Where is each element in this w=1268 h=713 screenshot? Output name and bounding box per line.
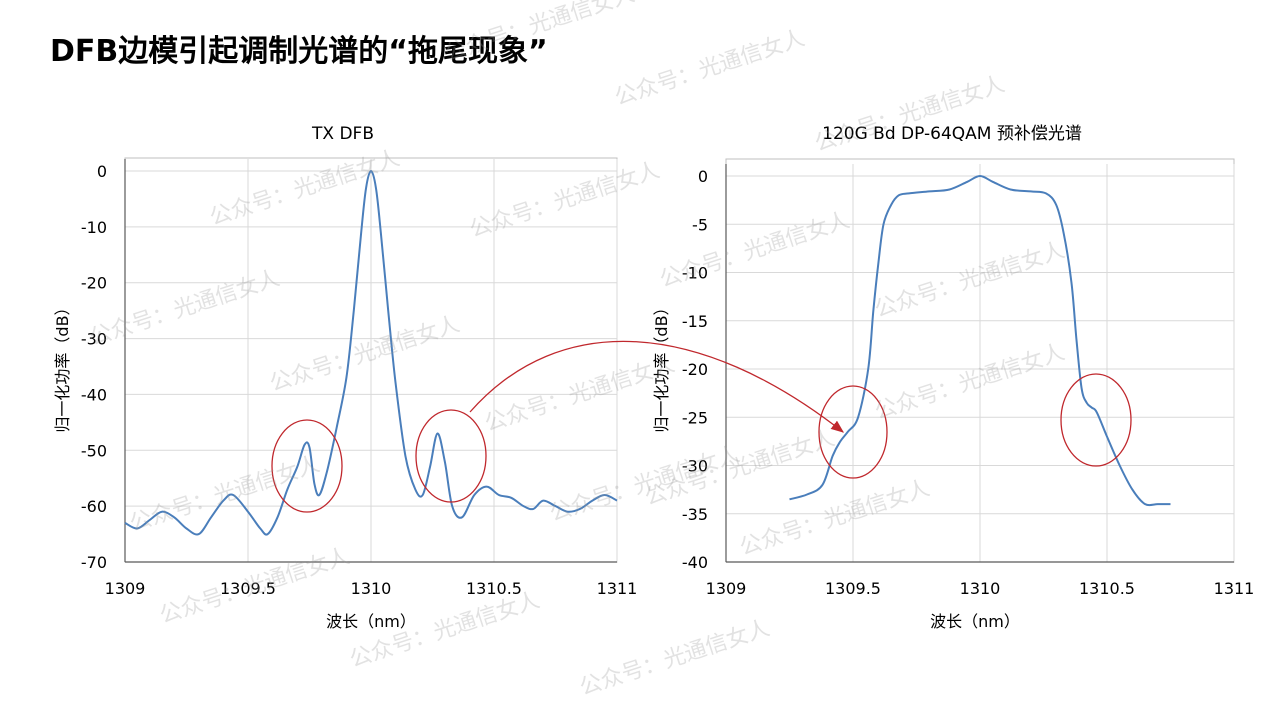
y-axis-label-1: 归一化功率（dB） <box>53 299 72 432</box>
x-tick-label: 1309 <box>105 579 146 598</box>
y-tick-label: 0 <box>698 167 708 186</box>
x-tick-label: 1309 <box>706 579 747 598</box>
chart-title-2: 120G Bd DP-64QAM 预补偿光谱 <box>822 124 1082 144</box>
chart-title-1: TX DFB <box>311 124 374 144</box>
x-tick-labels-2: 1309 1309.5 1310 1310.5 1311 <box>706 579 1255 598</box>
y-tick-label: -60 <box>81 497 107 516</box>
y-tick-label: -10 <box>682 264 708 283</box>
series-line-2 <box>789 174 1171 507</box>
x-tick-label: 1311 <box>597 579 638 598</box>
y-tick-label: -30 <box>81 330 107 349</box>
circle-left-sidemode <box>271 419 343 513</box>
page-title: DFB边模引起调制光谱的“拖尾现象” <box>50 34 548 69</box>
x-tick-label: 1310 <box>960 579 1001 598</box>
y-tick-labels-1: 0 -10 -20 -30 -40 -50 -60 -70 <box>81 162 107 572</box>
chart-precomp-spectrum: 0-5-10-15-20-25-30-35-40 1309 1309.5 1310 1… <box>652 124 1254 631</box>
chart-tx-dfb: 0 -10 -20 -30 -40 -50 -60 -70 1309 1309.5 1310 131… <box>53 124 637 631</box>
y-axis-label-2: 归一化功率（dB） <box>652 299 671 432</box>
x-axis-label-1: 波长（nm） <box>326 612 416 631</box>
y-tick-label: -5 <box>692 215 708 234</box>
y-tick-label: -10 <box>81 218 107 237</box>
circle-right-sidemode <box>415 409 487 503</box>
y-tick-label: -50 <box>81 441 107 460</box>
x-tick-label: 1310 <box>351 579 392 598</box>
x-tick-label: 1309.5 <box>825 579 881 598</box>
circle-right-tail <box>1060 373 1132 467</box>
x-tick-label: 1309.5 <box>220 579 276 598</box>
circle-left-tail <box>818 385 888 479</box>
y-tick-label: -20 <box>81 274 107 293</box>
y-tick-label: -20 <box>682 360 708 379</box>
x-tick-label: 1310.5 <box>466 579 522 598</box>
y-tick-label: 0 <box>97 162 107 181</box>
x-tick-label: 1311 <box>1214 579 1255 598</box>
x-tick-label: 1310.5 <box>1079 579 1135 598</box>
series-line-1 <box>124 169 618 536</box>
arrow-from-left-chart <box>469 340 845 433</box>
x-axis-label-2: 波长（nm） <box>930 612 1020 631</box>
y-tick-label: -35 <box>682 505 708 524</box>
y-tick-label: -40 <box>682 553 708 572</box>
y-tick-label: -15 <box>682 312 708 331</box>
y-tick-labels-2: 0 -5 -10 -15 -20 -25 -30 -35 -40 <box>682 167 708 572</box>
x-tick-labels-1: 1309 1309.5 1310 1310.5 1311 <box>105 579 638 598</box>
gridlines-1 <box>124 159 618 563</box>
y-tick-label: -40 <box>81 385 107 404</box>
y-tick-label: -30 <box>682 457 708 476</box>
y-tick-label: -25 <box>682 408 708 427</box>
y-tick-label: -70 <box>81 553 107 572</box>
